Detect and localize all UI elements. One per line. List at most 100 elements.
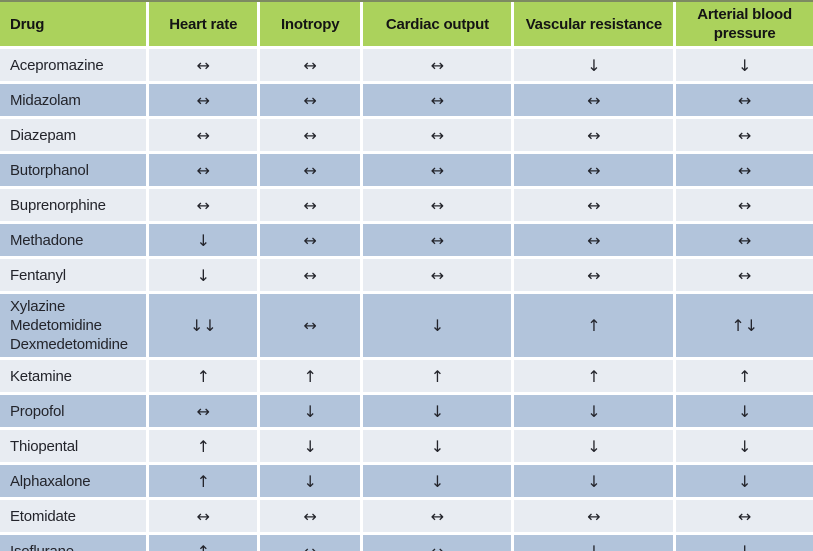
heart-rate-cell: ↓↓: [147, 292, 261, 360]
table-row: Xylazine Medetomidine Dexmedetomidine ↓↓…: [0, 292, 813, 360]
vascular-resistance-cell: ↔: [512, 82, 677, 119]
table-row: Fentanyl ↓ ↔ ↔ ↔ ↔: [0, 257, 813, 294]
cardiac-output-cell: ↔: [361, 533, 515, 551]
inotropy-cell: ↓: [258, 463, 364, 500]
heart-rate-cell: ↔: [147, 117, 261, 154]
cardiac-output-cell: ↔: [361, 117, 515, 154]
table-header: Drug Heart rate Inotropy Cardiac output …: [0, 2, 813, 49]
vascular-resistance-cell: ↔: [512, 257, 677, 294]
drug-name-cell: Propofol: [0, 393, 150, 430]
table-body: Acepromazine ↔ ↔ ↔ ↓ ↓ Midazolam ↔ ↔ ↔ ↔…: [0, 47, 813, 551]
inotropy-cell: ↔: [258, 47, 364, 84]
heart-rate-cell: ↑: [147, 358, 261, 395]
table-row: Midazolam ↔ ↔ ↔ ↔ ↔: [0, 82, 813, 119]
column-header-inotropy: Inotropy: [258, 2, 364, 49]
cardiac-output-cell: ↓: [361, 428, 515, 465]
table-row: Thiopental ↑ ↓ ↓ ↓ ↓: [0, 428, 813, 465]
drug-name-cell: Ketamine: [0, 358, 150, 395]
column-header-heart-rate: Heart rate: [147, 2, 261, 49]
arterial-blood-pressure-cell: ↓: [674, 393, 813, 430]
table-row: Methadone ↓ ↔ ↔ ↔ ↔: [0, 222, 813, 259]
inotropy-cell: ↔: [258, 533, 364, 551]
vascular-resistance-cell: ↔: [512, 187, 677, 224]
table-row: Acepromazine ↔ ↔ ↔ ↓ ↓: [0, 47, 813, 84]
inotropy-cell: ↔: [258, 117, 364, 154]
inotropy-cell: ↔: [258, 222, 364, 259]
arterial-blood-pressure-cell: ↓: [674, 428, 813, 465]
heart-rate-cell: ↓: [147, 222, 261, 259]
inotropy-cell: ↔: [258, 82, 364, 119]
cardiac-output-cell: ↓: [361, 463, 515, 500]
heart-rate-cell: ↑: [147, 533, 261, 551]
vascular-resistance-cell: ↓: [512, 428, 677, 465]
cardiac-output-cell: ↔: [361, 222, 515, 259]
cardiac-output-cell: ↓: [361, 393, 515, 430]
column-header-vascular-resistance: Vascular resistance: [512, 2, 677, 49]
drug-name-cell: Midazolam: [0, 82, 150, 119]
drug-name-cell: Diazepam: [0, 117, 150, 154]
cardiac-output-cell: ↔: [361, 82, 515, 119]
cardiac-output-cell: ↔: [361, 498, 515, 535]
inotropy-cell: ↔: [258, 152, 364, 189]
vascular-resistance-cell: ↔: [512, 152, 677, 189]
drug-name-cell: Alphaxalone: [0, 463, 150, 500]
vascular-resistance-cell: ↓: [512, 463, 677, 500]
vascular-resistance-cell: ↓: [512, 47, 677, 84]
heart-rate-cell: ↔: [147, 393, 261, 430]
cardiac-output-cell: ↓: [361, 292, 515, 360]
inotropy-cell: ↓: [258, 393, 364, 430]
heart-rate-cell: ↓: [147, 257, 261, 294]
vascular-resistance-cell: ↓: [512, 393, 677, 430]
vascular-resistance-cell: ↔: [512, 498, 677, 535]
arterial-blood-pressure-cell: ↓: [674, 463, 813, 500]
heart-rate-cell: ↔: [147, 152, 261, 189]
drug-name-cell: Isoflurane: [0, 533, 150, 551]
vascular-resistance-cell: ↑: [512, 292, 677, 360]
inotropy-cell: ↓: [258, 428, 364, 465]
inotropy-cell: ↔: [258, 292, 364, 360]
drug-name-cell: Thiopental: [0, 428, 150, 465]
table-row: Buprenorphine ↔ ↔ ↔ ↔ ↔: [0, 187, 813, 224]
table-row: Diazepam ↔ ↔ ↔ ↔ ↔: [0, 117, 813, 154]
drug-name-cell: Butorphanol: [0, 152, 150, 189]
arterial-blood-pressure-cell: ↑: [674, 358, 813, 395]
vascular-resistance-cell: ↓: [512, 533, 677, 551]
table-row: Etomidate ↔ ↔ ↔ ↔ ↔: [0, 498, 813, 535]
arterial-blood-pressure-cell: ↔: [674, 117, 813, 154]
cardiac-output-cell: ↑: [361, 358, 515, 395]
inotropy-cell: ↔: [258, 257, 364, 294]
drug-name-cell: Xylazine Medetomidine Dexmedetomidine: [0, 292, 150, 360]
vascular-resistance-cell: ↔: [512, 117, 677, 154]
cardiac-output-cell: ↔: [361, 257, 515, 294]
inotropy-cell: ↑: [258, 358, 364, 395]
arterial-blood-pressure-cell: ↔: [674, 257, 813, 294]
table-row: Propofol ↔ ↓ ↓ ↓ ↓: [0, 393, 813, 430]
heart-rate-cell: ↔: [147, 498, 261, 535]
column-header-cardiac-output: Cardiac output: [361, 2, 515, 49]
heart-rate-cell: ↑: [147, 463, 261, 500]
arterial-blood-pressure-cell: ↔: [674, 498, 813, 535]
header-row: Drug Heart rate Inotropy Cardiac output …: [0, 2, 813, 49]
vascular-resistance-cell: ↔: [512, 222, 677, 259]
table-row: Isoflurane ↑ ↔ ↔ ↓ ↓: [0, 533, 813, 551]
inotropy-cell: ↔: [258, 498, 364, 535]
heart-rate-cell: ↔: [147, 82, 261, 119]
heart-rate-cell: ↔: [147, 47, 261, 84]
arterial-blood-pressure-cell: ↓: [674, 47, 813, 84]
column-header-drug: Drug: [0, 2, 150, 49]
drug-name-cell: Methadone: [0, 222, 150, 259]
vascular-resistance-cell: ↑: [512, 358, 677, 395]
table-row: Ketamine ↑ ↑ ↑ ↑ ↑: [0, 358, 813, 395]
cardiac-output-cell: ↔: [361, 187, 515, 224]
arterial-blood-pressure-cell: ↑↓: [674, 292, 813, 360]
drug-name-cell: Buprenorphine: [0, 187, 150, 224]
arterial-blood-pressure-cell: ↔: [674, 187, 813, 224]
drug-name-cell: Etomidate: [0, 498, 150, 535]
table-row: Alphaxalone ↑ ↓ ↓ ↓ ↓: [0, 463, 813, 500]
drug-name-cell: Acepromazine: [0, 47, 150, 84]
cardiac-output-cell: ↔: [361, 47, 515, 84]
arterial-blood-pressure-cell: ↔: [674, 222, 813, 259]
arterial-blood-pressure-cell: ↔: [674, 152, 813, 189]
